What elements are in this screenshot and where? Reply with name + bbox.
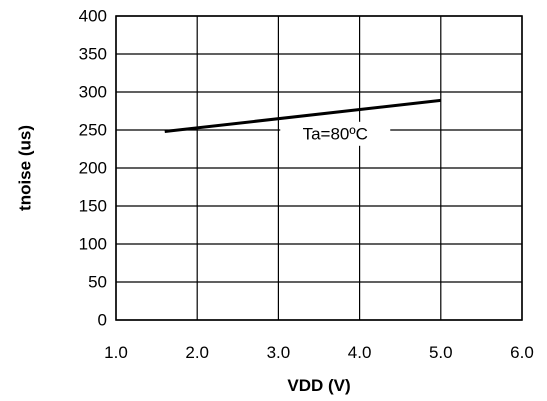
y-tick-label: 300 xyxy=(79,83,107,102)
x-tick-label: 3.0 xyxy=(267,343,291,362)
x-tick-label: 5.0 xyxy=(429,343,453,362)
y-tick-label: 200 xyxy=(79,159,107,178)
series-annotation-label: Ta=80ºC xyxy=(303,124,368,143)
x-axis-ticks: 1.0 2.0 3.0 4.0 5.0 6.0 xyxy=(104,343,534,362)
y-tick-label: 100 xyxy=(79,235,107,254)
x-tick-label: 6.0 xyxy=(510,343,534,362)
series-layer xyxy=(164,98,441,134)
annotation-background xyxy=(280,121,391,146)
plot-frame xyxy=(115,15,523,321)
series-line xyxy=(164,98,441,134)
grid xyxy=(115,15,523,321)
y-axis-ticks: 0 50 100 150 200 250 300 350 400 xyxy=(79,7,107,330)
y-axis-title: tnoise (us) xyxy=(16,125,35,211)
x-tick-label: 4.0 xyxy=(348,343,372,362)
y-tick-label: 50 xyxy=(88,273,107,292)
x-tick-label: 2.0 xyxy=(185,343,209,362)
y-tick-label: 150 xyxy=(79,197,107,216)
y-tick-label: 350 xyxy=(79,45,107,64)
y-tick-label: 250 xyxy=(79,121,107,140)
annotation-layer: Ta=80ºC xyxy=(280,121,391,146)
y-tick-label: 400 xyxy=(79,7,107,26)
x-tick-label: 1.0 xyxy=(104,343,128,362)
y-tick-label: 0 xyxy=(98,311,107,330)
x-axis-title: VDD (V) xyxy=(287,376,350,395)
